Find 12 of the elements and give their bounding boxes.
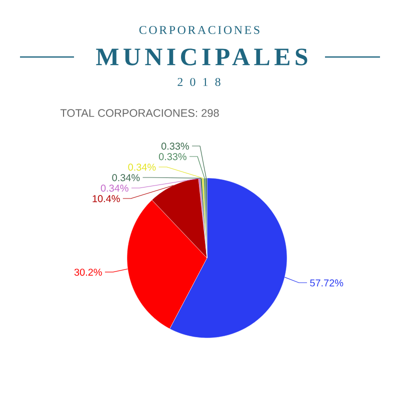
text: TOTAL CORPORACIONES: 298 — [60, 109, 219, 117]
text: CORPORACIONES — [139, 26, 260, 34]
data-label: 0.33% — [158, 153, 186, 160]
data-label: 0.33% — [161, 142, 189, 150]
data-label: 57.72% — [310, 279, 344, 286]
data-label: 0.34% — [128, 164, 156, 171]
data-label: 0.34% — [100, 184, 128, 192]
data-label: 0.34% — [112, 174, 140, 182]
data-label: 10.4% — [92, 195, 120, 202]
chart-title: MUNICIPALES — [96, 48, 308, 66]
chart-subtitle: 2 0 1 8 — [178, 78, 220, 86]
data-label: 30.2% — [74, 268, 102, 276]
